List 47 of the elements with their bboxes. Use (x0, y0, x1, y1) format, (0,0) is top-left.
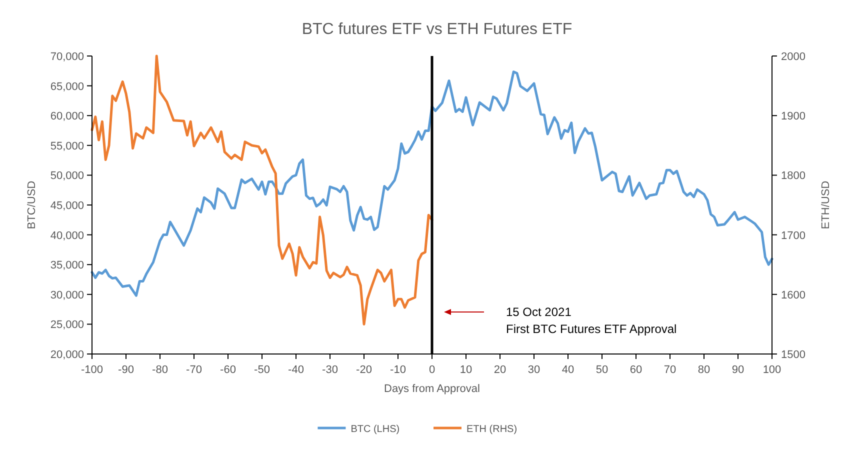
y-tick-label: 20,000 (50, 349, 84, 361)
y2-tick-label: 2000 (781, 51, 806, 63)
y-tick-label: 35,000 (50, 260, 84, 272)
y-tick-label: 60,000 (50, 110, 84, 123)
y-tick-label: 30,000 (50, 289, 84, 302)
x-tick-label: 80 (698, 364, 710, 376)
x-tick-label: -80 (152, 364, 168, 376)
y2-tick-label: 1800 (781, 170, 806, 182)
y-tick-label: 50,000 (50, 170, 84, 182)
y2-tick-label: 1700 (781, 230, 806, 242)
x-tick-label: -20 (356, 364, 372, 376)
y-axis-title: BTC/USD (26, 180, 38, 230)
line-series (90, 54, 434, 326)
x-tick-label: -90 (118, 364, 134, 376)
x-tick-label: -70 (186, 364, 202, 376)
y2-tick-label: 1600 (781, 289, 806, 302)
line-series (90, 70, 774, 297)
y-tick-label: 40,000 (50, 230, 84, 242)
x-axis-title: Days from Approval (384, 383, 480, 395)
x-tick-label: 30 (528, 364, 540, 376)
y-tick-label: 25,000 (50, 319, 84, 332)
legend-label: BTC (LHS) (350, 424, 400, 435)
x-tick-label: -40 (288, 364, 304, 376)
y2-axis-title: ETH/USD (820, 180, 832, 230)
x-tick-label: 40 (562, 364, 574, 376)
x-tick-label: -10 (390, 364, 406, 376)
y-tick-label: 45,000 (50, 200, 84, 212)
x-tick-label: -100 (80, 364, 104, 376)
x-tick-label: 90 (732, 364, 744, 376)
x-tick-label: 0 (428, 364, 436, 376)
x-tick-label: -60 (220, 364, 236, 376)
x-tick-label: 100 (762, 364, 782, 376)
y-tick-label: 65,000 (50, 80, 84, 93)
chart-title: BTC futures ETF vs ETH Futures ETF (302, 21, 572, 38)
annotation: 15 Oct 2021 First BTC Futures ETF Approval (506, 305, 677, 336)
y2-tick-label: 1500 (781, 349, 806, 361)
y-tick-label: 55,000 (50, 140, 84, 152)
x-tick-label: 70 (664, 364, 676, 376)
x-tick-label: 60 (630, 364, 642, 376)
y2-tick-label: 1900 (781, 110, 806, 123)
y-tick-label: 70,000 (50, 51, 84, 63)
x-tick-label: -30 (322, 364, 338, 376)
x-tick-label: -50 (254, 364, 270, 376)
x-tick-label: 20 (494, 364, 506, 376)
x-tick-label: 10 (460, 364, 472, 376)
legend-label: ETH (RHS) (466, 424, 518, 435)
x-tick-label: 50 (596, 364, 608, 376)
